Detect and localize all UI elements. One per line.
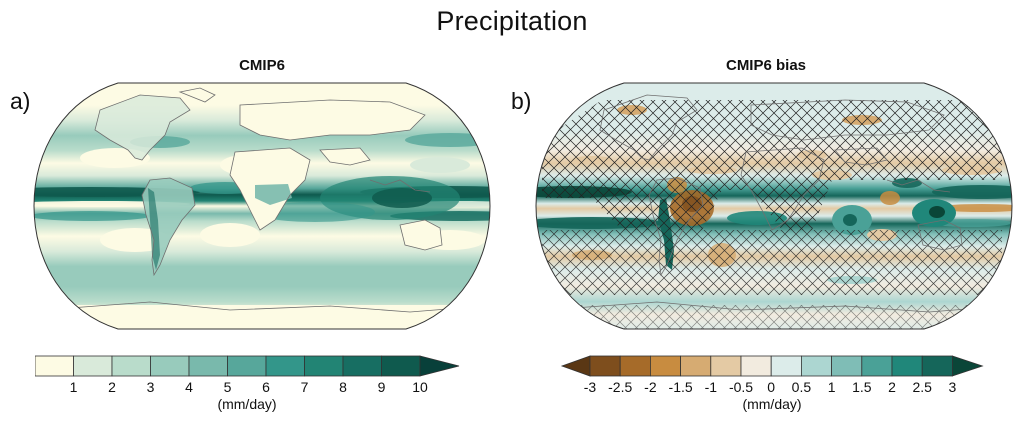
figure-title: Precipitation: [436, 6, 588, 36]
colorbar-swatch: [111, 355, 151, 377]
colorbar-swatch: [891, 355, 923, 377]
colorbar-extend-max: [951, 355, 984, 377]
colorbar-tick-label: -2: [644, 379, 657, 395]
colorbar-swatch: [342, 355, 382, 377]
panel-a-label: a): [10, 88, 31, 114]
colorbar-b-unit: (mm/day): [742, 396, 802, 412]
colorbar-tick-label: 2.5: [912, 379, 932, 395]
colorbar-tick-label: -0.5: [728, 379, 754, 395]
colorbar-tick-label: 0.5: [791, 379, 812, 395]
colorbar-swatch: [619, 355, 651, 377]
colorbar-swatch: [265, 355, 305, 377]
colorbar-a: 1 2 3 4 5 6 7 8 9 10 (mm/day): [35, 355, 465, 415]
colorbar-swatch: [921, 355, 953, 377]
colorbar-swatch: [150, 355, 190, 377]
colorbar-swatch: [188, 355, 228, 377]
panel-b-title: CMIP6 bias: [725, 57, 807, 74]
precipitation-map: [33, 82, 491, 330]
precipitation-bias-map: [535, 82, 1013, 330]
colorbar-tick-label: 0: [767, 379, 776, 395]
colorbar-swatch: [589, 355, 621, 377]
colorbar-a-unit: (mm/day): [217, 396, 277, 412]
colorbar-a-swatches: [35, 355, 460, 377]
panel-b-label: b): [511, 88, 532, 114]
colorbar-swatch: [381, 355, 421, 377]
colorbar-swatch: [770, 355, 802, 377]
colorbar-tick-label: 7: [300, 379, 309, 395]
panel-a-title: CMIP6: [239, 57, 285, 74]
colorbar-tick-label: 10: [412, 379, 428, 395]
colorbar-tick-label: 6: [262, 379, 270, 395]
colorbar-tick-label: 1: [69, 379, 78, 395]
colorbar-tick-label: 2: [108, 379, 116, 395]
colorbar-b: -3 -2.5 -2 -1.5 -1 -0.5 0 0.5 1 1.5 2 2.5 3 (mm/day): [560, 355, 990, 415]
colorbar-swatch: [35, 355, 74, 377]
colorbar-tick-label: 4: [185, 379, 193, 395]
colorbar-swatch: [800, 355, 832, 377]
colorbar-tick-label: -2.5: [608, 379, 633, 395]
colorbar-swatch: [73, 355, 113, 377]
colorbar-tick-label: 3: [948, 379, 957, 395]
colorbar-swatch: [831, 355, 863, 377]
colorbar-tick-label: 5: [223, 379, 232, 395]
colorbar-tick-label: 1: [827, 379, 836, 395]
colorbar-tick-label: 8: [339, 379, 347, 395]
colorbar-b-ticks: -3 -2.5 -2 -1.5 -1 -0.5 0 0.5 1 1.5 2 2.5 3: [560, 379, 990, 397]
colorbar-tick-label: -1.5: [668, 379, 693, 395]
colorbar-swatch: [740, 355, 772, 377]
colorbar-swatch: [710, 355, 742, 377]
colorbar-swatch: [650, 355, 682, 377]
colorbar-tick-label: -1: [704, 379, 718, 395]
colorbar-tick-label: 9: [377, 379, 386, 395]
colorbar-tick-label: 3: [146, 379, 155, 395]
colorbar-swatch: [861, 355, 893, 377]
colorbar-b-swatches: [560, 355, 984, 377]
colorbar-tick-label: 1.5: [852, 379, 872, 395]
colorbar-swatch: [304, 355, 344, 377]
colorbar-extend-max: [419, 355, 460, 377]
colorbar-extend-min: [560, 355, 591, 377]
colorbar-a-ticks: 1 2 3 4 5 6 7 8 9 10: [35, 379, 465, 397]
colorbar-tick-label: 2: [888, 379, 896, 395]
colorbar-tick-label: -3: [583, 379, 597, 395]
colorbar-swatch: [680, 355, 712, 377]
colorbar-swatch: [227, 355, 267, 377]
